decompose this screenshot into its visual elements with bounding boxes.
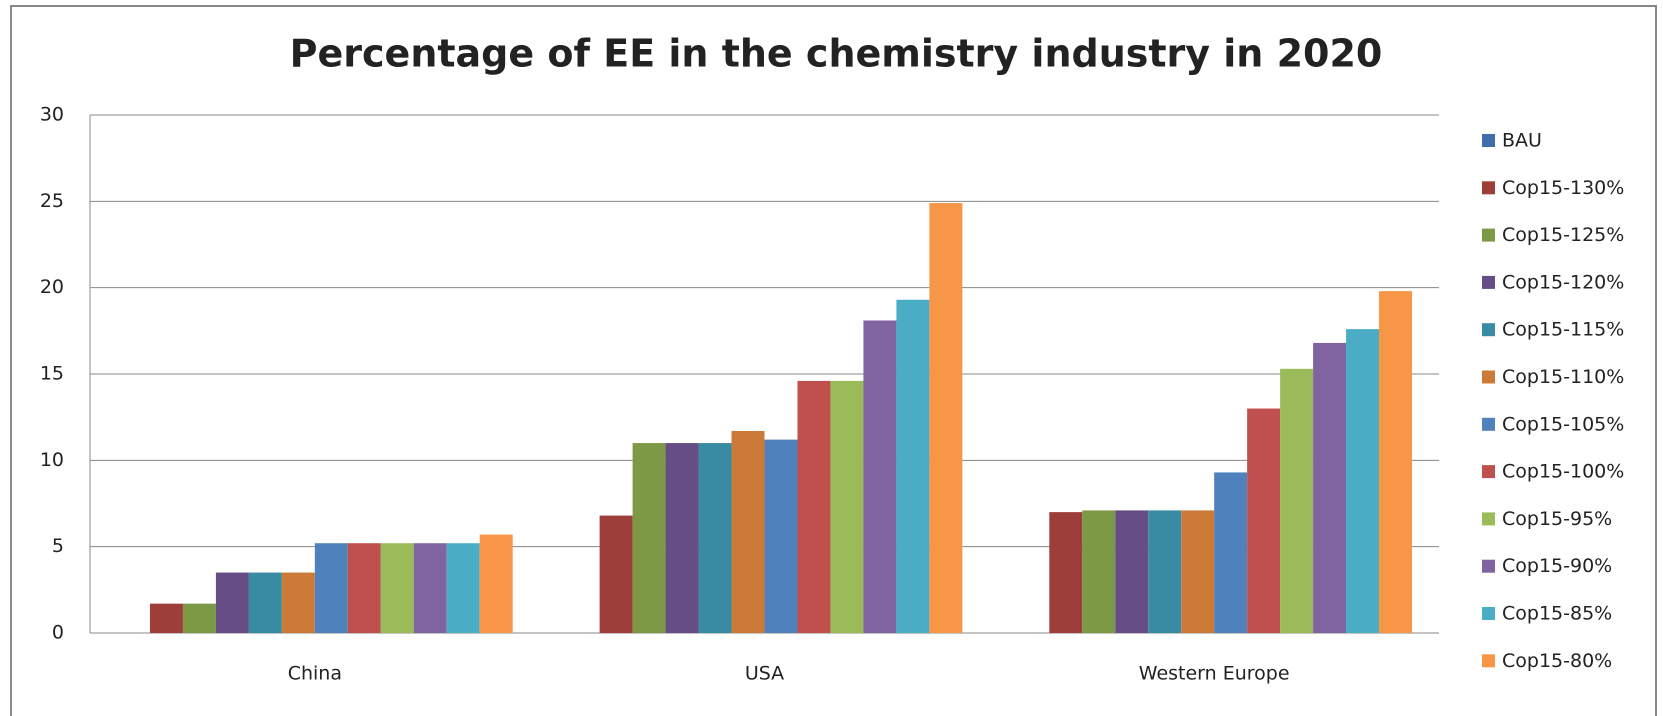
bar: [1247, 408, 1281, 633]
legend-label: BAU: [1502, 130, 1542, 152]
bar: [632, 443, 666, 633]
y-tick-label: 30: [40, 104, 64, 126]
x-tick-label: USA: [745, 663, 784, 685]
bar: [215, 572, 249, 633]
legend-label: Cop15-105%: [1502, 413, 1624, 435]
y-tick-label: 10: [40, 449, 64, 471]
bar: [797, 380, 831, 633]
bar: [1115, 510, 1149, 633]
bar: [599, 515, 633, 633]
y-tick-label: 0: [52, 622, 64, 644]
bar: [896, 299, 930, 633]
bar: [731, 430, 765, 633]
bar: [1082, 510, 1116, 633]
bar: [182, 603, 216, 633]
legend-swatch: [1482, 465, 1495, 479]
x-tick-label: Western Europe: [1139, 663, 1290, 685]
bar: [380, 543, 414, 633]
legend-swatch: [1482, 512, 1495, 526]
bar: [479, 534, 513, 633]
x-tick-label: China: [288, 663, 342, 685]
legend-label: Cop15-130%: [1502, 177, 1624, 199]
legend-swatch: [1482, 275, 1495, 289]
bar: [863, 320, 897, 633]
legend-swatch: [1482, 370, 1495, 384]
bar: [1313, 342, 1347, 633]
bar: [1181, 510, 1215, 633]
bar: [698, 443, 732, 633]
legend-swatch: [1482, 181, 1495, 195]
bar: [1379, 291, 1413, 633]
legend-label: Cop15-90%: [1502, 555, 1612, 577]
bar: [1214, 472, 1248, 633]
bar: [281, 572, 315, 633]
legend-swatch: [1482, 417, 1495, 431]
bar: [764, 439, 798, 633]
bar: [347, 543, 381, 633]
bar: [830, 380, 864, 633]
y-tick-label: 5: [52, 535, 64, 557]
legend-swatch: [1482, 134, 1495, 147]
legend-swatch: [1482, 654, 1495, 668]
legend-swatch: [1482, 607, 1495, 620]
legend-label: Cop15-100%: [1502, 461, 1624, 483]
bar: [446, 543, 480, 633]
bar: [413, 543, 447, 633]
bar: [1346, 329, 1380, 633]
legend-label: Cop15-120%: [1502, 271, 1624, 293]
bar: [1280, 368, 1314, 633]
legend-label: Cop15-80%: [1502, 650, 1612, 672]
legend-label: Cop15-85%: [1502, 603, 1612, 625]
legend-label: Cop15-125%: [1502, 224, 1624, 246]
y-tick-label: 25: [40, 190, 64, 212]
bar: [248, 572, 282, 633]
legend-swatch: [1482, 323, 1495, 337]
bar: [665, 443, 699, 633]
bar: [149, 603, 183, 633]
y-tick-label: 15: [40, 363, 64, 385]
legend-label: Cop15-115%: [1502, 319, 1624, 341]
bar: [929, 203, 963, 633]
y-tick-label: 20: [40, 276, 64, 298]
bar: [1148, 510, 1182, 633]
bar: [1049, 512, 1083, 633]
bar: [314, 543, 348, 633]
legend-swatch: [1482, 228, 1495, 242]
legend-swatch: [1482, 559, 1495, 573]
legend-label: Cop15-110%: [1502, 366, 1624, 388]
chart-title: Percentage of EE in the chemistry indust…: [290, 32, 1383, 76]
legend-label: Cop15-95%: [1502, 508, 1612, 530]
